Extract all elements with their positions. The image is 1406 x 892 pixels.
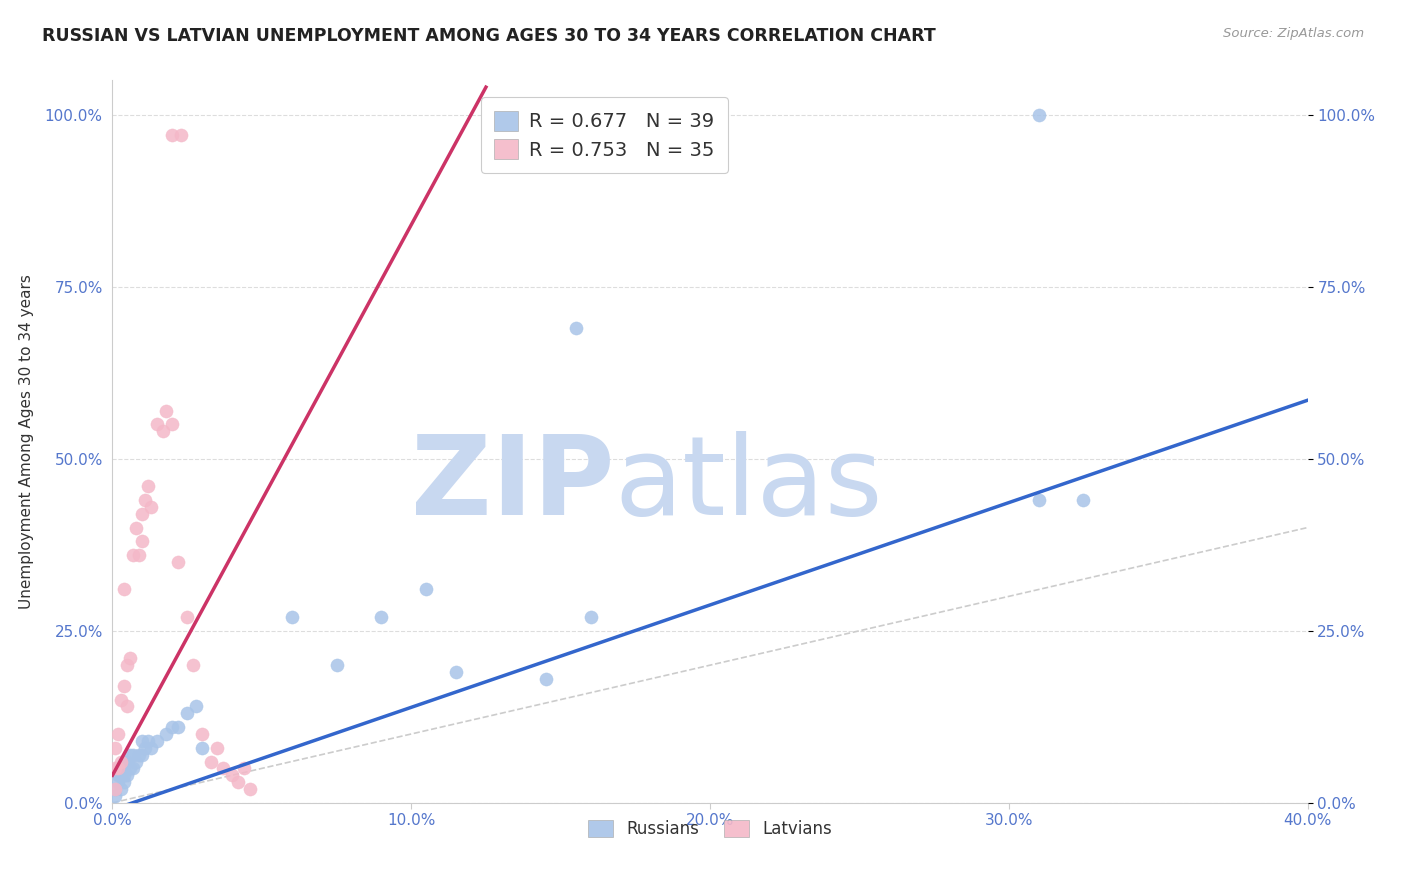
Point (120, 761, 142, 775)
Point (155, 727, 177, 741)
Text: RUSSIAN VS LATVIAN UNEMPLOYMENT AMONG AGES 30 TO 34 YEARS CORRELATION CHART: RUSSIAN VS LATVIAN UNEMPLOYMENT AMONG AG… (42, 27, 936, 45)
Point (114, 775, 135, 789)
Point (162, 720, 183, 734)
Point (104, 789, 127, 803)
Point (125, 520, 148, 534)
Point (128, 548, 150, 562)
Point (579, 610, 602, 624)
Point (191, 740, 214, 755)
Point (141, 740, 163, 755)
Point (122, 548, 145, 562)
Point (110, 692, 132, 706)
Point (114, 679, 135, 693)
Point (152, 424, 174, 438)
Point (114, 768, 135, 782)
Point (226, 775, 249, 789)
Point (200, 755, 222, 769)
Point (120, 747, 142, 762)
Point (104, 782, 127, 797)
Point (134, 493, 156, 508)
Point (134, 740, 156, 755)
Point (221, 768, 243, 782)
Point (131, 747, 153, 762)
Point (104, 761, 127, 775)
Point (1028, 108, 1050, 122)
Point (104, 782, 127, 797)
Point (146, 417, 169, 432)
Point (131, 534, 153, 549)
Point (120, 651, 142, 665)
Point (325, 658, 347, 673)
Point (110, 755, 132, 769)
Point (107, 727, 129, 741)
Point (114, 582, 135, 597)
Point (122, 747, 145, 762)
Point (415, 582, 437, 597)
Point (114, 755, 135, 769)
Legend: Russians, Latvians: Russians, Latvians (581, 814, 839, 845)
Point (117, 755, 139, 769)
Point (110, 768, 132, 782)
Text: atlas: atlas (614, 432, 883, 539)
Point (146, 734, 169, 748)
Point (107, 761, 129, 775)
Point (138, 479, 160, 493)
Point (107, 768, 129, 782)
Point (117, 658, 139, 673)
Point (191, 727, 214, 741)
Point (170, 128, 193, 143)
Point (186, 699, 208, 714)
Point (1028, 493, 1050, 508)
Point (110, 782, 132, 797)
Point (104, 740, 127, 755)
Point (444, 665, 467, 679)
Point (181, 658, 204, 673)
Point (107, 761, 129, 775)
Point (117, 699, 139, 714)
Point (176, 706, 198, 721)
Point (212, 761, 235, 775)
Point (131, 734, 153, 748)
Point (162, 417, 183, 432)
Point (233, 761, 256, 775)
Point (281, 610, 304, 624)
Point (128, 747, 150, 762)
Point (205, 740, 228, 755)
Point (107, 775, 129, 789)
Point (370, 610, 392, 624)
Point (534, 672, 557, 686)
Point (239, 782, 262, 797)
Point (117, 768, 139, 782)
Y-axis label: Unemployment Among Ages 30 to 34 years: Unemployment Among Ages 30 to 34 years (18, 274, 34, 609)
Point (125, 755, 148, 769)
Point (155, 403, 177, 417)
Point (138, 734, 160, 748)
Point (131, 507, 153, 521)
Point (564, 321, 586, 335)
Point (122, 761, 145, 775)
Point (162, 128, 183, 143)
Point (167, 555, 190, 569)
Point (176, 610, 198, 624)
Text: ZIP: ZIP (411, 432, 614, 539)
Point (167, 720, 190, 734)
Point (1073, 493, 1095, 508)
Text: Source: ZipAtlas.com: Source: ZipAtlas.com (1223, 27, 1364, 40)
Point (141, 500, 163, 514)
